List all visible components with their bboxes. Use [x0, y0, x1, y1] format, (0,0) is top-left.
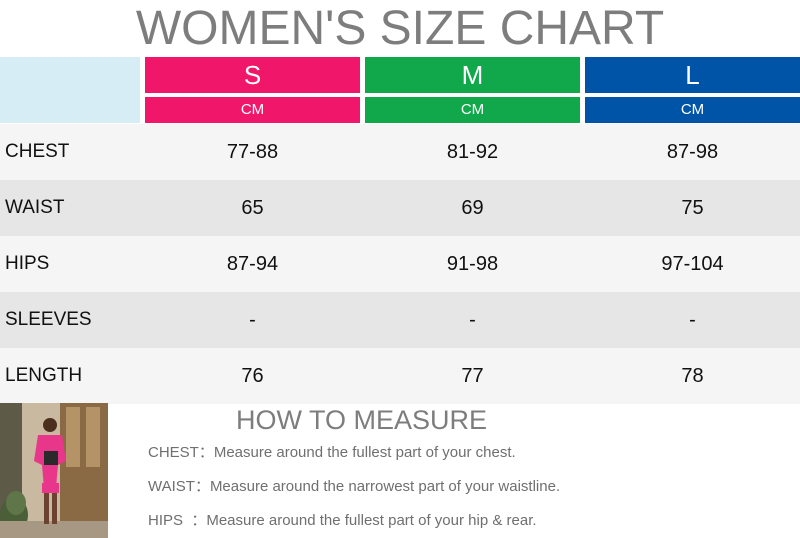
chart-title: WOMEN'S SIZE CHART: [135, 2, 665, 55]
table-row-sleeves: SLEEVES - - -: [0, 292, 800, 348]
unit-header-m: CM: [365, 97, 580, 123]
row-label: WAIST: [5, 197, 65, 218]
instruction-waist: WAIST：Measure around the narrowest part …: [148, 478, 561, 495]
model-photo: [0, 403, 108, 538]
unit-header-l: CM: [585, 97, 800, 123]
table-row-hips: HIPS 87-94 91-98 97-104: [0, 236, 800, 292]
header-corner-cell: [0, 57, 140, 123]
size-header-s: S: [145, 57, 360, 93]
row-label: SLEEVES: [5, 309, 92, 330]
cell-value-s: 65: [241, 197, 264, 219]
row-label: LENGTH: [5, 365, 83, 386]
cell-value-l: -: [689, 309, 696, 331]
cell-value-l: 97-104: [661, 253, 724, 275]
cell-value-l: 75: [681, 197, 704, 219]
size-header-m: M: [365, 57, 580, 93]
cell-value-l: 87-98: [666, 141, 719, 163]
cell-value-m: 91-98: [446, 253, 499, 275]
cell-value-m: 69: [461, 197, 484, 219]
size-header-l: L: [585, 57, 800, 93]
cell-value-m: -: [469, 309, 476, 331]
cell-value-l: 78: [681, 365, 704, 387]
row-label: CHEST: [5, 141, 70, 162]
table-row-waist: WAIST 65 69 75: [0, 180, 800, 236]
unit-header-s: CM: [145, 97, 360, 123]
cell-value-s: 77-88: [226, 141, 279, 163]
cell-value-s: 87-94: [226, 253, 279, 275]
instruction-hips: HIPS ：Measure around the fullest part of…: [148, 512, 537, 529]
cell-value-s: -: [249, 309, 256, 331]
cell-value-m: 81-92: [446, 141, 499, 163]
table-row-chest: CHEST 77-88 81-92 87-98: [0, 124, 800, 180]
how-to-measure-title: HOW TO MEASURE: [236, 405, 488, 435]
cell-value-m: 77: [461, 365, 484, 387]
instruction-chest: CHEST：Measure around the fullest part of…: [148, 444, 516, 461]
row-label: HIPS: [5, 253, 50, 274]
cell-value-s: 76: [241, 365, 264, 387]
table-row-length: LENGTH 76 77 78: [0, 348, 800, 404]
